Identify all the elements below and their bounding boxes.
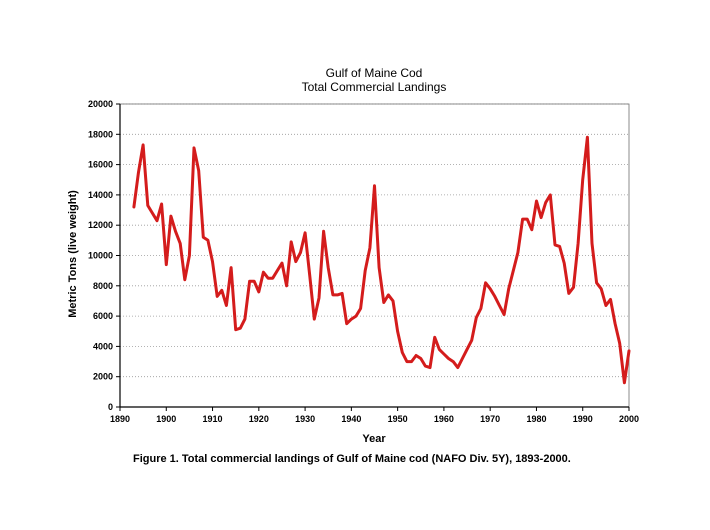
- y-tick-label: 10000: [88, 251, 113, 261]
- y-tick-label: 18000: [88, 129, 113, 139]
- y-tick-label: 0: [108, 402, 113, 412]
- y-tick-label: 12000: [88, 220, 113, 230]
- y-tick-label: 14000: [88, 190, 113, 200]
- y-tick-label: 8000: [93, 281, 113, 291]
- y-tick-label: 20000: [88, 99, 113, 109]
- x-tick-label: 1950: [388, 414, 408, 424]
- x-tick-label: 1930: [295, 414, 315, 424]
- y-axis-title: Metric Tons (live weight): [67, 190, 79, 318]
- x-tick-label: 1940: [341, 414, 361, 424]
- y-tick-label: 4000: [93, 341, 113, 351]
- x-tick-label: 1910: [203, 414, 223, 424]
- x-tick-label: 1990: [573, 414, 593, 424]
- y-tick-label: 2000: [93, 372, 113, 382]
- x-tick-label: 1960: [434, 414, 454, 424]
- x-tick-label: 1900: [156, 414, 176, 424]
- series-line-0: [132, 135, 631, 385]
- series-layer: [132, 135, 631, 385]
- x-axis-ticks: 1890 1900 1910 1920 1930 1940 1950 1960 1970 1980…: [110, 407, 639, 424]
- x-tick-label: 1970: [480, 414, 500, 424]
- y-axis-ticks: 0 2000 4000 6000 8000 10000 12000 14000 16000 180…: [88, 99, 120, 412]
- y-tick-label: 16000: [88, 160, 113, 170]
- x-tick-label: 1890: [110, 414, 130, 424]
- x-tick-label: 1920: [249, 414, 269, 424]
- figure-caption: Figure 1. Total commercial landings of G…: [133, 453, 571, 465]
- chart-title: Gulf of Maine Cod: [326, 66, 423, 80]
- x-tick-label: 2000: [619, 414, 639, 424]
- grid-lines: [120, 103, 629, 378]
- y-tick-label: 6000: [93, 311, 113, 321]
- chart-subtitle: Total Commercial Landings: [302, 80, 447, 94]
- x-tick-label: 1980: [526, 414, 546, 424]
- x-axis-title: Year: [362, 433, 386, 445]
